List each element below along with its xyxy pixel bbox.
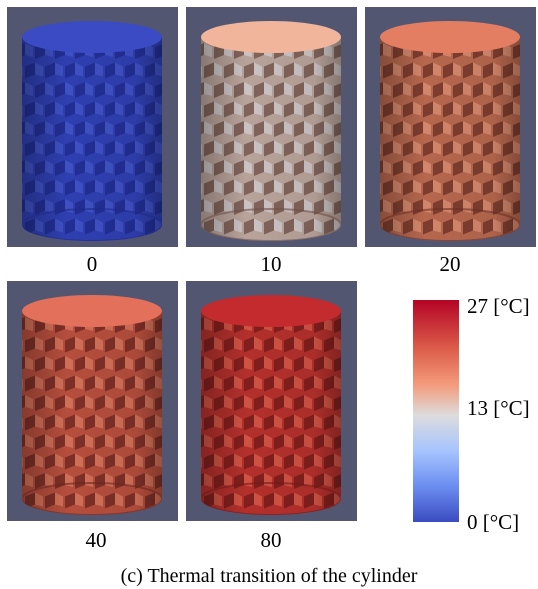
colorbar-min-label: 0 [°C] [467,510,520,534]
cylinder-top-t10 [201,21,341,53]
panel-t10 [186,7,357,247]
cylinder-top-t0 [22,21,162,53]
panel-t80 [186,281,357,521]
temperature-colorbar [413,300,459,522]
cylinder-top-t80 [201,295,341,327]
colorbar-max-label: 27 [°C] [467,294,530,318]
panel-label-t40: 40 [85,528,107,552]
cylinder-t40 [22,295,162,515]
panel-t40 [7,281,178,521]
colorbar-mid-label: 13 [°C] [467,396,530,420]
cylinder-t80 [201,295,341,515]
panel-t20 [365,7,536,247]
cylinder-body-t80 [201,311,341,515]
cylinder-body-t20 [380,37,520,241]
panel-label-t20: 20 [439,252,461,276]
panel-label-t80: 80 [260,528,282,552]
panel-label-t0: 0 [86,252,98,276]
cylinder-t20 [380,21,520,241]
cylinder-top-t40 [22,295,162,327]
figure-caption: (c) Thermal transition of the cylinder [120,565,418,587]
cylinder-body-t40 [22,311,162,515]
cylinder-t0 [22,21,162,241]
panel-label-t10: 10 [260,252,282,276]
panel-t0 [7,7,178,247]
cylinder-top-t20 [380,21,520,53]
cylinder-t10 [201,21,341,241]
cylinder-body-t10 [201,37,341,241]
